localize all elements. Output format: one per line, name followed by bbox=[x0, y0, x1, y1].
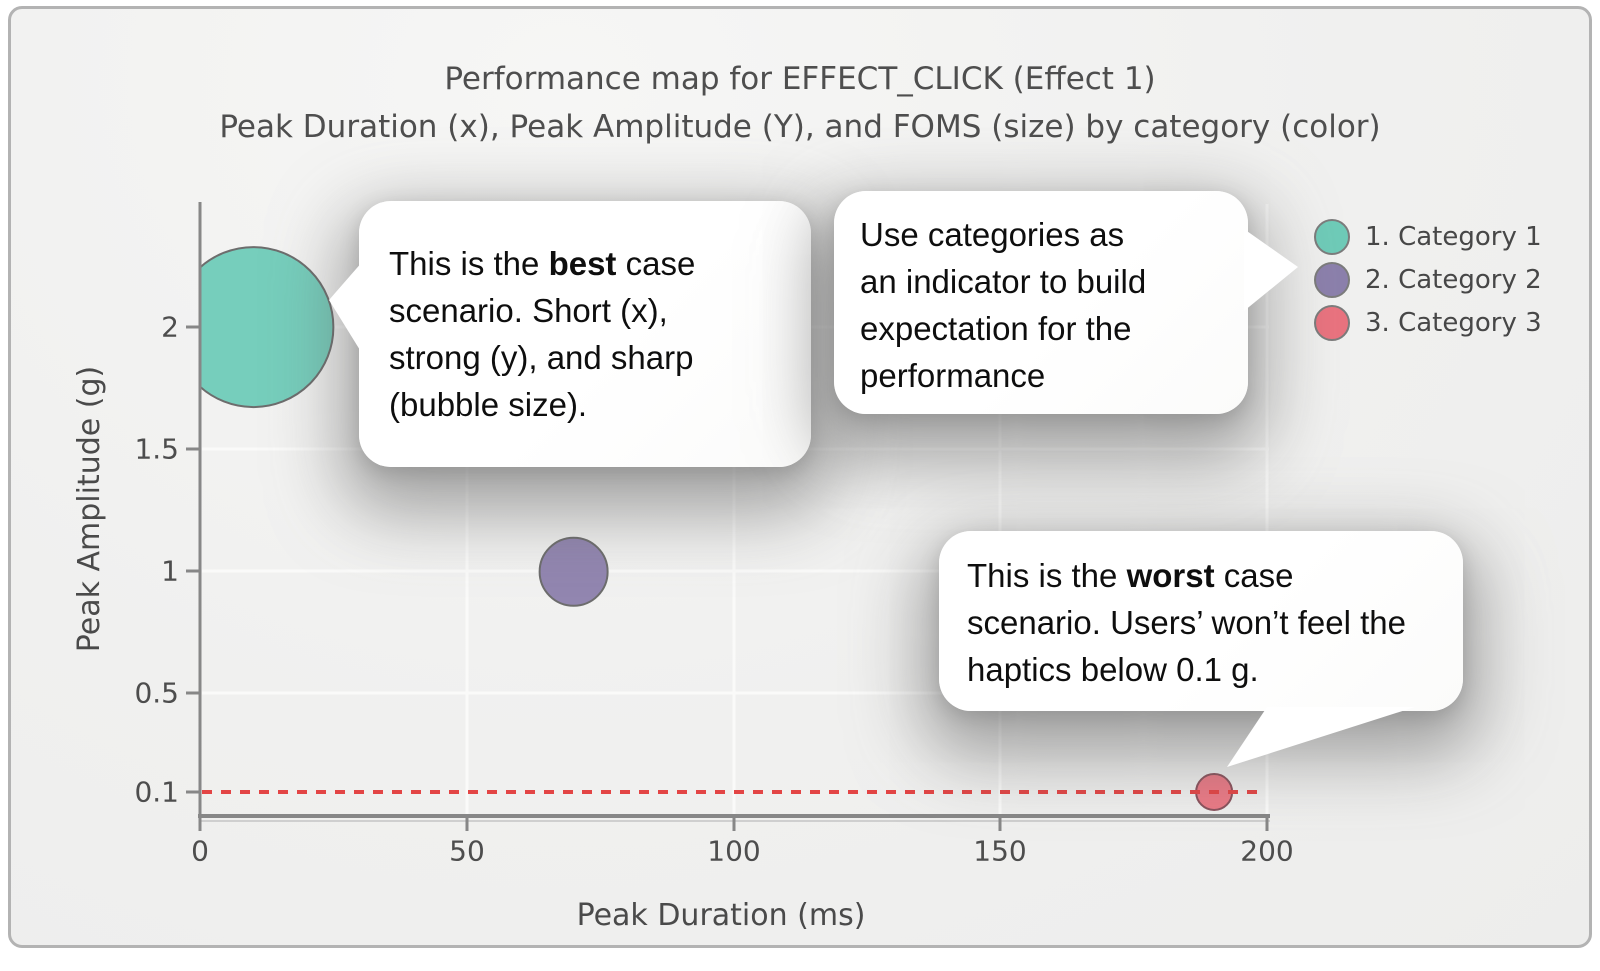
annotation-text: case bbox=[616, 245, 696, 282]
y-tick-0-1: 0.1 bbox=[134, 776, 179, 809]
chart-legend: 1. Category 1 2. Category 2 3. Category 3 bbox=[1314, 219, 1542, 348]
x-tick-labels: 0 50 100 150 200 bbox=[191, 835, 1294, 868]
annotation-text: an indicator to build bbox=[860, 263, 1147, 300]
legend-color-dot bbox=[1314, 305, 1350, 341]
x-tick-200: 200 bbox=[1240, 835, 1293, 868]
y-axis-label: Peak Amplitude (g) bbox=[72, 366, 107, 653]
annotation-text: This is the bbox=[389, 245, 549, 282]
annotation-text: performance bbox=[860, 357, 1046, 394]
x-tick-100: 100 bbox=[707, 835, 760, 868]
annotation-text: worst bbox=[1126, 557, 1215, 594]
y-tick-1: 1 bbox=[161, 555, 179, 588]
legend-color-dot bbox=[1314, 219, 1350, 255]
x-axis-label: Peak Duration (ms) bbox=[577, 898, 866, 933]
chart-title: Performance map for EFFECT_CLICK (Effect… bbox=[444, 61, 1156, 97]
annotation-text: expectation for the bbox=[860, 310, 1132, 347]
annotation-categories: Use categories as an indicator to build ex… bbox=[834, 191, 1248, 414]
x-tick-50: 50 bbox=[449, 835, 485, 868]
y-tick-1-5: 1.5 bbox=[134, 433, 179, 466]
annotation-text: best bbox=[548, 245, 617, 282]
annotation-text: case bbox=[1214, 557, 1294, 594]
x-tick-150: 150 bbox=[973, 835, 1026, 868]
y-tick-2: 2 bbox=[161, 311, 179, 344]
bubble-category-2[interactable] bbox=[538, 536, 609, 607]
bubble-layer bbox=[200, 246, 1234, 811]
annotation-text: strong (y), and sharp bbox=[389, 339, 694, 376]
legend-color-dot bbox=[1314, 262, 1350, 298]
annotation-best-case: This is the best case scenario. Short (x)… bbox=[359, 201, 811, 467]
legend-item-category-1[interactable]: 1. Category 1 bbox=[1314, 219, 1542, 255]
chart-card: Performance map for EFFECT_CLICK (Effect… bbox=[8, 6, 1592, 948]
annotation-worst-case: This is the worst case scenario. Users’ w… bbox=[939, 531, 1463, 711]
annotation-text: haptics below 0.1 g. bbox=[967, 651, 1259, 688]
legend-label: 1. Category 1 bbox=[1365, 222, 1542, 252]
annotation-text: scenario. Users’ won’t feel the bbox=[967, 604, 1406, 641]
annotation-text: Use categories as bbox=[860, 216, 1125, 253]
chart-title-block: Performance map for EFFECT_CLICK (Effect… bbox=[11, 55, 1589, 151]
axes bbox=[186, 202, 1270, 831]
legend-item-category-2[interactable]: 2. Category 2 bbox=[1314, 262, 1542, 298]
bubble-chart: 2 1.5 1 0.5 0.1 0 50 100 150 200 Peak Am… bbox=[72, 202, 1294, 933]
y-tick-0-5: 0.5 bbox=[134, 677, 179, 710]
y-tick-labels: 2 1.5 1 0.5 0.1 bbox=[134, 311, 179, 809]
annotation-text: This is the bbox=[967, 557, 1127, 594]
legend-label: 2. Category 2 bbox=[1365, 265, 1542, 295]
annotation-text: (bubble size). bbox=[389, 386, 588, 423]
chart-subtitle: Peak Duration (x), Peak Amplitude (Y), a… bbox=[219, 109, 1381, 145]
x-tick-0: 0 bbox=[191, 835, 209, 868]
annotation-text: scenario. Short (x), bbox=[389, 292, 668, 329]
legend-label: 3. Category 3 bbox=[1365, 308, 1542, 338]
legend-item-category-3[interactable]: 3. Category 3 bbox=[1314, 305, 1542, 341]
